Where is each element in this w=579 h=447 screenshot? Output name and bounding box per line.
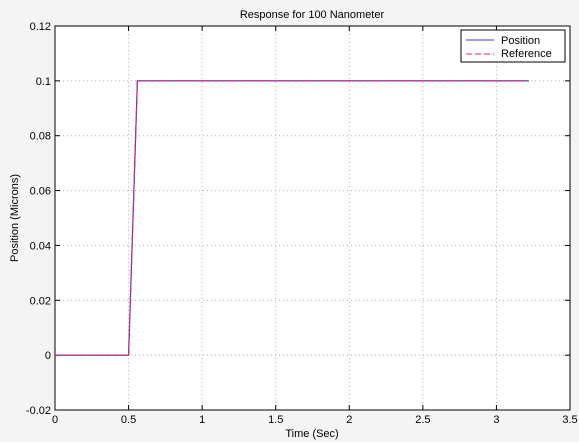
x-tick-label: 1.5 bbox=[268, 414, 283, 426]
x-tick-label: 1 bbox=[199, 414, 205, 426]
series-lines bbox=[55, 80, 529, 356]
legend-label-position: Position bbox=[501, 35, 540, 47]
legend: Position Reference bbox=[460, 29, 566, 63]
x-tick-label: 3 bbox=[493, 414, 499, 426]
x-tick-label: 3.5 bbox=[562, 414, 577, 426]
y-tick-label: 0.06 bbox=[30, 186, 51, 198]
x-axis-title: Time (Sec) bbox=[285, 428, 338, 440]
y-axis-title: Position (Microns) bbox=[9, 174, 21, 262]
y-tick-label: -0.02 bbox=[26, 405, 51, 417]
y-tick-label: 0.08 bbox=[30, 131, 51, 143]
x-tick-label: 2 bbox=[346, 414, 352, 426]
y-tick-label: 0 bbox=[45, 350, 51, 362]
chart-title: Response for 100 Nanometer bbox=[240, 9, 385, 21]
axis-ticks: 0 0.5 1 1.5 2 2.5 3 3.5-0.0200.020.040.060.080.… bbox=[26, 21, 578, 426]
x-tick-label: 0 bbox=[52, 414, 58, 426]
series-line-reference bbox=[55, 80, 529, 356]
plot-area bbox=[54, 25, 571, 411]
x-tick-label: 2.5 bbox=[415, 414, 430, 426]
x-tick-label: 0.5 bbox=[121, 414, 136, 426]
y-tick-label: 0.12 bbox=[30, 21, 51, 33]
y-tick-label: 0.1 bbox=[36, 76, 51, 88]
y-tick-label: 0.02 bbox=[30, 295, 51, 307]
y-tick-label: 0.04 bbox=[30, 240, 51, 252]
legend-label-reference: Reference bbox=[501, 48, 552, 60]
legend-box bbox=[460, 29, 566, 63]
